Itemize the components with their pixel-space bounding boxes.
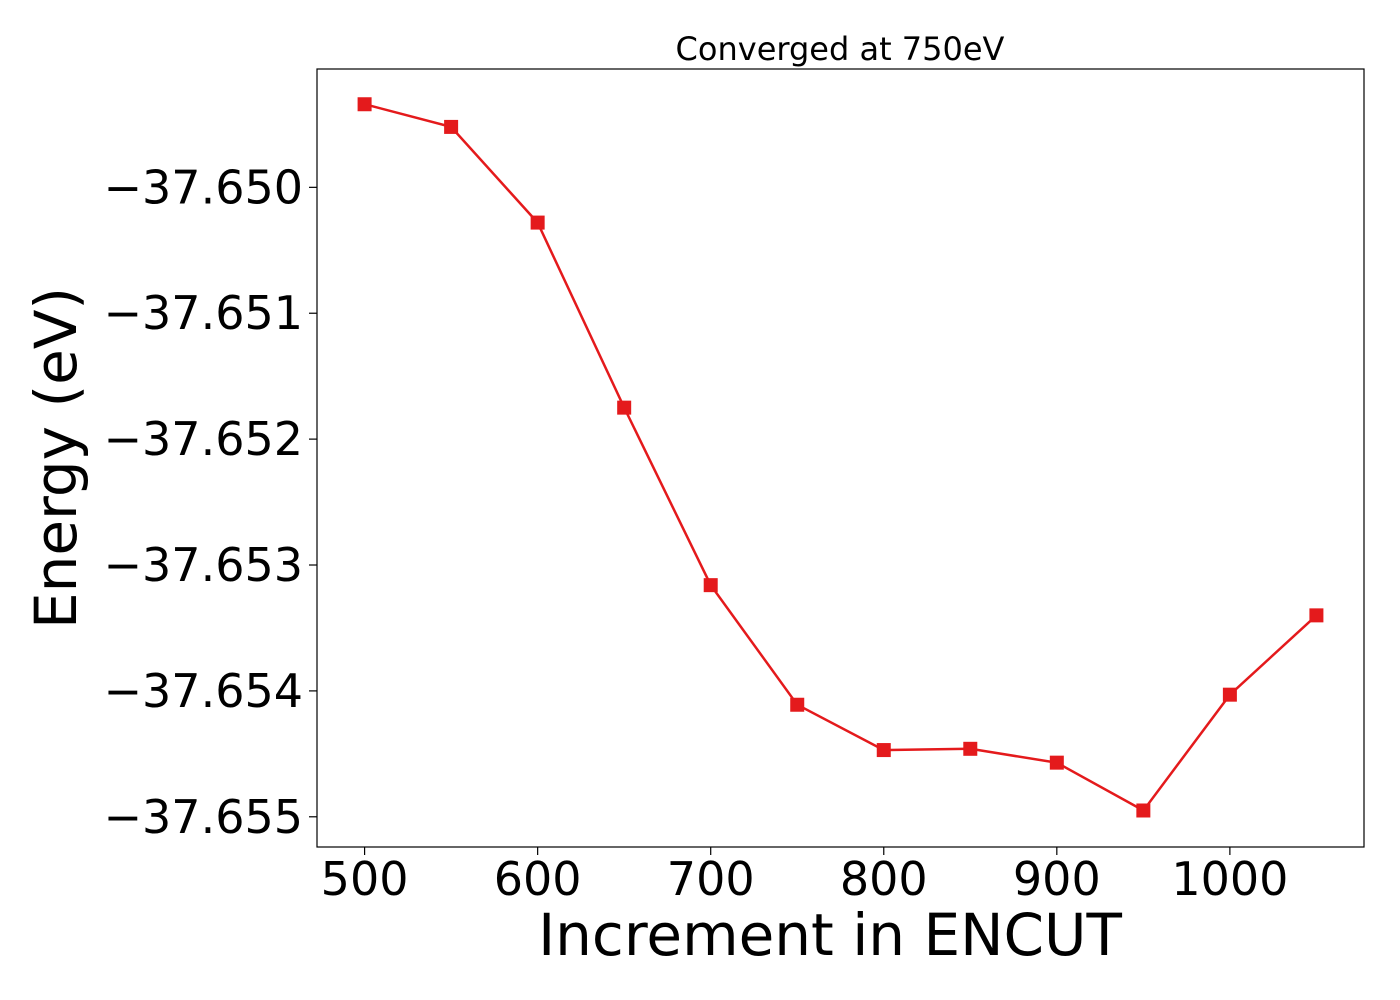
plot-area [316, 68, 1365, 848]
x-tick-label: 1000 [1171, 852, 1288, 906]
chart-title: Converged at 750eV [676, 30, 1005, 68]
y-axis-label: Energy (eV) [22, 287, 90, 629]
x-axis-label: Increment in ENCUT [538, 901, 1122, 969]
data-point [1309, 608, 1324, 623]
y-tick-label: −37.650 [104, 160, 304, 214]
data-point [617, 400, 632, 415]
y-tick-label: −37.652 [104, 412, 304, 466]
data-point [876, 743, 891, 758]
x-axis-ticks: 500 600 700 800 900 1000 [321, 847, 1288, 906]
y-tick-label: −37.655 [104, 790, 304, 844]
data-point [444, 119, 459, 134]
x-tick-label: 500 [321, 852, 409, 906]
y-tick-label: −37.651 [104, 286, 304, 340]
y-tick-label: −37.653 [104, 538, 304, 592]
x-tick-label: 600 [494, 852, 582, 906]
series-line [364, 102, 1318, 813]
data-point [703, 578, 718, 593]
series-layer [357, 97, 1324, 818]
y-axis-ticks: −37.650 −37.651 −37.652 −37.653 −37.654 −37.6… [104, 160, 317, 844]
x-tick-label: 900 [1013, 852, 1101, 906]
data-point [1222, 687, 1237, 702]
data-point [790, 697, 805, 712]
x-tick-label: 700 [667, 852, 755, 906]
x-tick-label: 800 [840, 852, 928, 906]
data-point [530, 215, 545, 230]
y-tick-label: −37.654 [104, 664, 304, 718]
data-point [1049, 755, 1064, 770]
data-point [1136, 803, 1151, 818]
data-point [357, 97, 372, 112]
data-point [963, 741, 978, 756]
